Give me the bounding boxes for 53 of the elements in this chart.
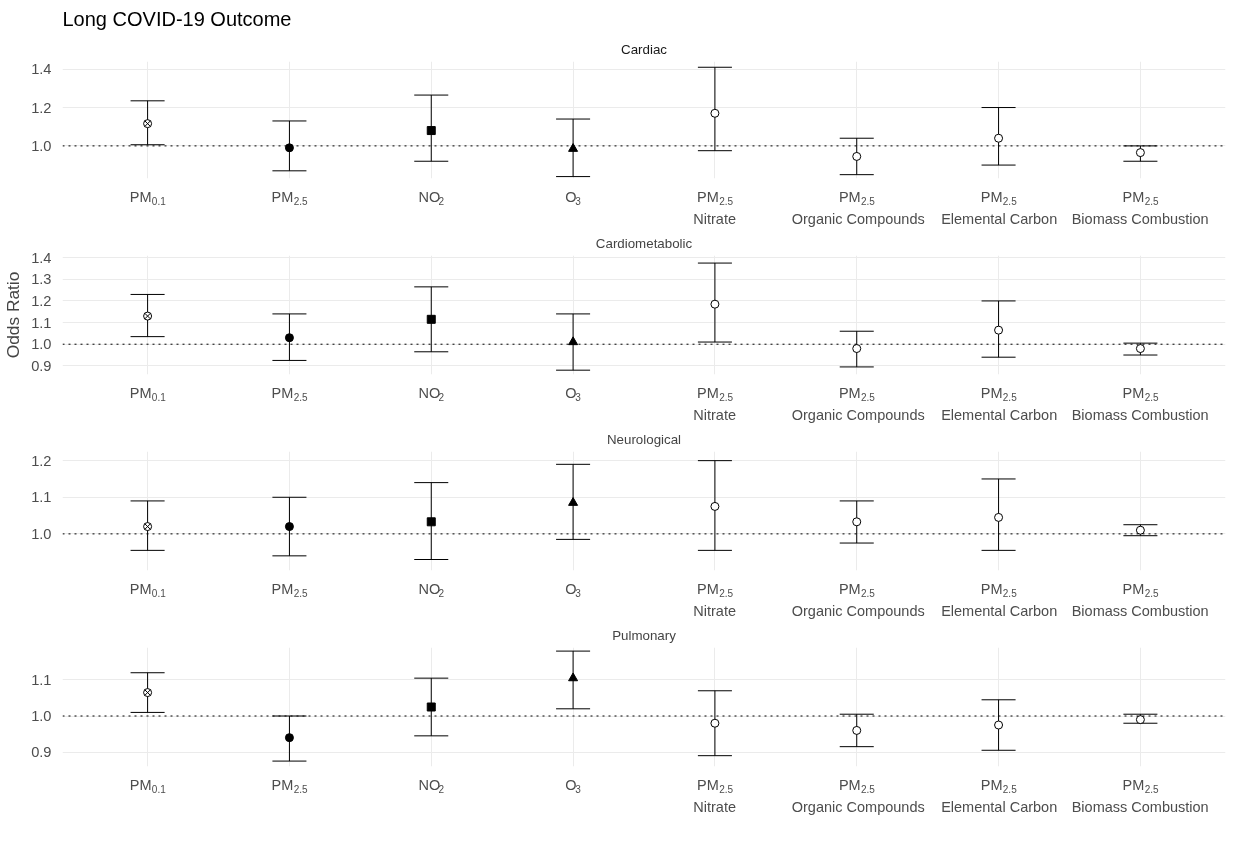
- y-tick-label: 0.9: [31, 744, 52, 761]
- y-axis-title: Odds Ratio: [3, 271, 24, 359]
- point: [994, 133, 1004, 143]
- point: [1135, 344, 1145, 354]
- point: [426, 314, 436, 324]
- y-tick-label: 1.0: [31, 137, 52, 154]
- point: [426, 517, 436, 527]
- point: [994, 512, 1004, 522]
- y-tick-label: 1.2: [31, 292, 52, 309]
- y-tick-label: 1.4: [31, 61, 52, 78]
- point: [284, 522, 294, 532]
- point: [568, 143, 579, 152]
- point: [710, 108, 720, 118]
- point: [994, 720, 1004, 730]
- y-tick-label: 1.1: [31, 489, 52, 506]
- point: [852, 344, 862, 354]
- chart-title: Long COVID-19 Outcome: [62, 7, 292, 30]
- chart-title: Cardiometabolic: [595, 235, 693, 251]
- point: [852, 725, 862, 735]
- point: [568, 336, 579, 346]
- y-tick-label: 1.2: [31, 99, 52, 116]
- point: [143, 688, 153, 698]
- point: [1135, 148, 1145, 158]
- chart-title: Pulmonary: [612, 627, 677, 643]
- point: [568, 497, 579, 506]
- point: [710, 299, 720, 309]
- point: [143, 311, 153, 321]
- point: [284, 333, 294, 343]
- y-tick-label: 1.0: [31, 336, 52, 353]
- y-tick-label: 1.2: [31, 452, 52, 469]
- point: [1135, 525, 1145, 535]
- y-tick-label: 1.0: [31, 708, 52, 725]
- point: [426, 126, 436, 136]
- y-tick-label: 1.3: [31, 271, 52, 288]
- chart-title: Neurological: [606, 431, 682, 447]
- point: [284, 143, 294, 153]
- point: [994, 325, 1004, 335]
- y-tick-label: 1.1: [31, 314, 52, 331]
- point: [143, 119, 153, 129]
- point: [568, 672, 579, 682]
- point: [143, 522, 153, 532]
- y-tick-label: 1.0: [31, 525, 52, 542]
- y-tick-label: 1.1: [31, 671, 52, 688]
- point: [710, 501, 720, 511]
- chart-subtitle: Cardiac: [621, 41, 668, 57]
- y-tick-label: 1.4: [31, 249, 52, 266]
- point: [852, 517, 862, 527]
- point: [1135, 715, 1145, 725]
- point: [710, 718, 720, 728]
- point: [852, 151, 862, 161]
- point: [284, 733, 294, 743]
- y-tick-label: 0.9: [31, 357, 52, 374]
- point: [426, 702, 436, 712]
